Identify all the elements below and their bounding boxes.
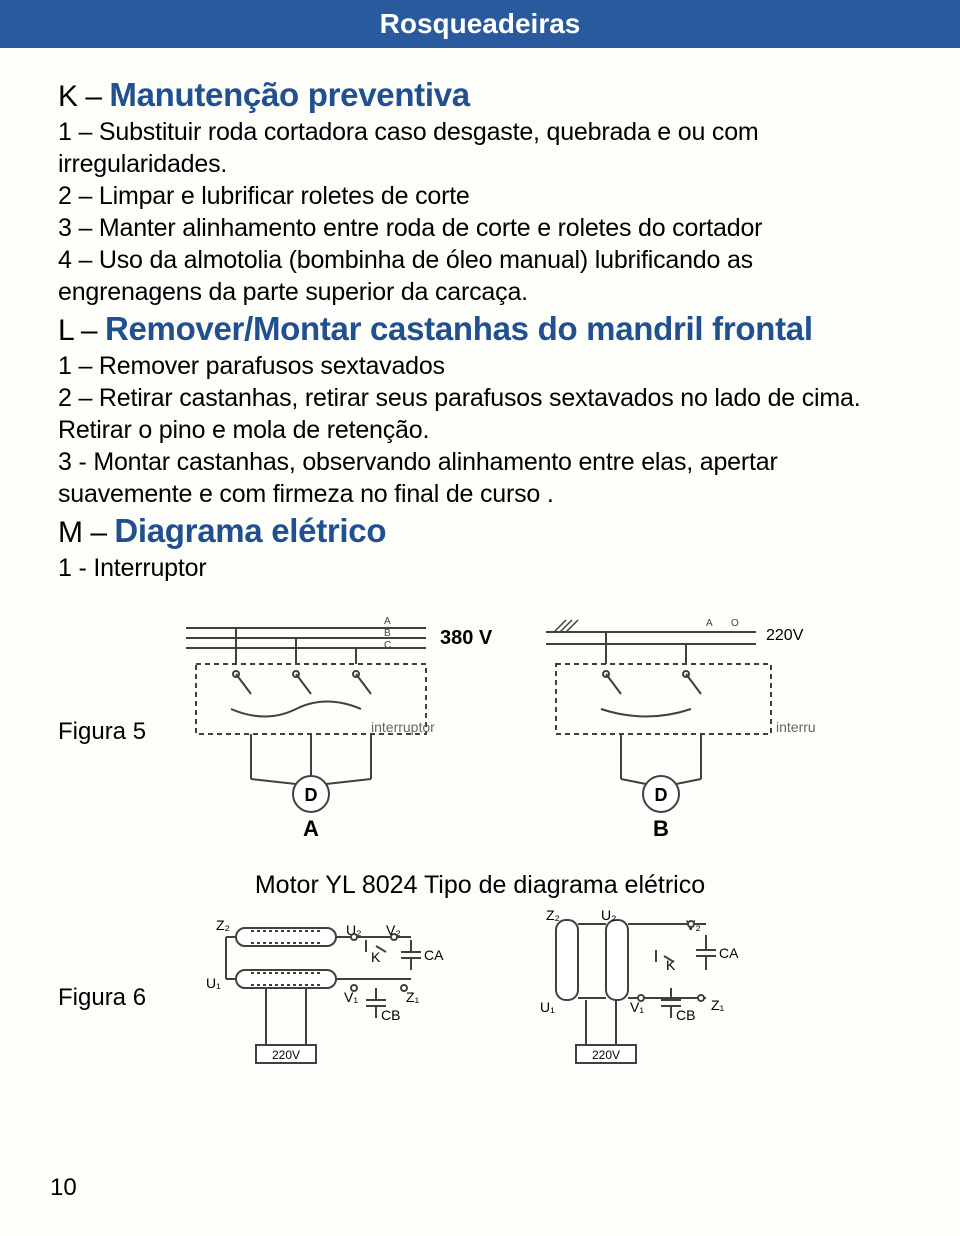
fig6r-cb: CB — [676, 1007, 695, 1023]
section-m-title: Diagrama elétrico — [114, 512, 386, 549]
fig5-d-label-b: D — [655, 785, 668, 805]
fig5-a-label: A — [303, 816, 319, 841]
section-l-line-1: 1 – Remover parafusos sextavados — [58, 350, 902, 382]
fig5-switch-label-a: interruptor — [371, 719, 435, 735]
svg-text:A: A — [706, 618, 713, 629]
section-k-heading: K – Manutenção preventiva — [58, 76, 902, 114]
section-l-line-2: 2 – Retirar castanhas, retirar seus para… — [58, 382, 902, 446]
section-k-line-2: 2 – Limpar e lubrificar roletes de corte — [58, 180, 902, 212]
section-m-heading: M – Diagrama elétrico — [58, 512, 902, 550]
fig6l-k: K — [371, 949, 381, 965]
fig5-380v-label: 380 V — [440, 627, 493, 649]
section-k-title: Manutenção preventiva — [109, 76, 469, 113]
motor-caption: Motor YL 8024 Tipo de diagrama elétrico — [58, 871, 902, 900]
figure-5-row: Figura 5 A B C 380 V — [58, 614, 902, 849]
fig6r-u1: U₁ — [540, 999, 555, 1015]
section-k-line-4: 4 – Uso da almotolia (bombinha de óleo m… — [58, 244, 902, 308]
section-l-title: Remover/Montar castanhas do mandril fron… — [105, 310, 813, 347]
figure-5-label: Figura 5 — [58, 718, 146, 746]
section-l-line-3: 3 - Montar castanhas, observando alinham… — [58, 446, 902, 510]
fig6r-220v: 220V — [592, 1048, 620, 1062]
fig5-d-label-a: D — [305, 785, 318, 805]
figure-5-diagram: A B C 380 V — [176, 614, 902, 849]
fig6l-z1: Z₁ — [406, 989, 420, 1005]
fig5-switch-label-b: interruptor — [776, 719, 816, 735]
content-area: K – Manutenção preventiva 1 – Substituir… — [0, 48, 960, 1085]
section-l-heading: L – Remover/Montar castanhas do mandril … — [58, 310, 902, 348]
svg-text:O: O — [731, 618, 739, 629]
fig6l-cb: CB — [381, 1007, 400, 1023]
section-l-prefix: L – — [58, 314, 105, 347]
svg-text:C: C — [384, 640, 391, 651]
fig6l-u1: U₁ — [206, 975, 221, 991]
page-header: Rosqueadeiras — [0, 0, 960, 48]
page-number: 10 — [50, 1174, 77, 1202]
section-k-line-3: 3 – Manter alinhamento entre roda de cor… — [58, 212, 902, 244]
fig6l-ca: CA — [424, 947, 444, 963]
section-m-prefix: M – — [58, 516, 114, 549]
figure-6-label: Figura 6 — [58, 984, 146, 1012]
fig6l-z2: Z₂ — [216, 917, 230, 933]
figure-6-row: Figura 6 Z₂ U₁ U₂ — [58, 910, 902, 1085]
section-k-prefix: K – — [58, 80, 109, 113]
svg-text:A: A — [384, 616, 391, 627]
svg-text:B: B — [384, 628, 391, 639]
fig5-b-label: B — [653, 816, 669, 841]
section-k-line-1: 1 – Substituir roda cortadora caso desga… — [58, 116, 902, 180]
fig6r-u2: U₂ — [601, 910, 617, 923]
fig6r-z1: Z₁ — [711, 997, 725, 1013]
fig6r-ca: CA — [719, 945, 739, 961]
fig6r-z2: Z₂ — [546, 910, 560, 923]
page-header-title: Rosqueadeiras — [380, 8, 581, 40]
figure-6-diagram: Z₂ U₁ U₂ V₂ V₁ Z₁ K CA CB — [176, 910, 902, 1085]
fig5-220v-label: 220V — [766, 627, 804, 644]
section-m-line-1: 1 - Interruptor — [58, 552, 902, 584]
fig6l-v1: V₁ — [344, 989, 358, 1005]
fig6l-220v: 220V — [272, 1048, 300, 1062]
